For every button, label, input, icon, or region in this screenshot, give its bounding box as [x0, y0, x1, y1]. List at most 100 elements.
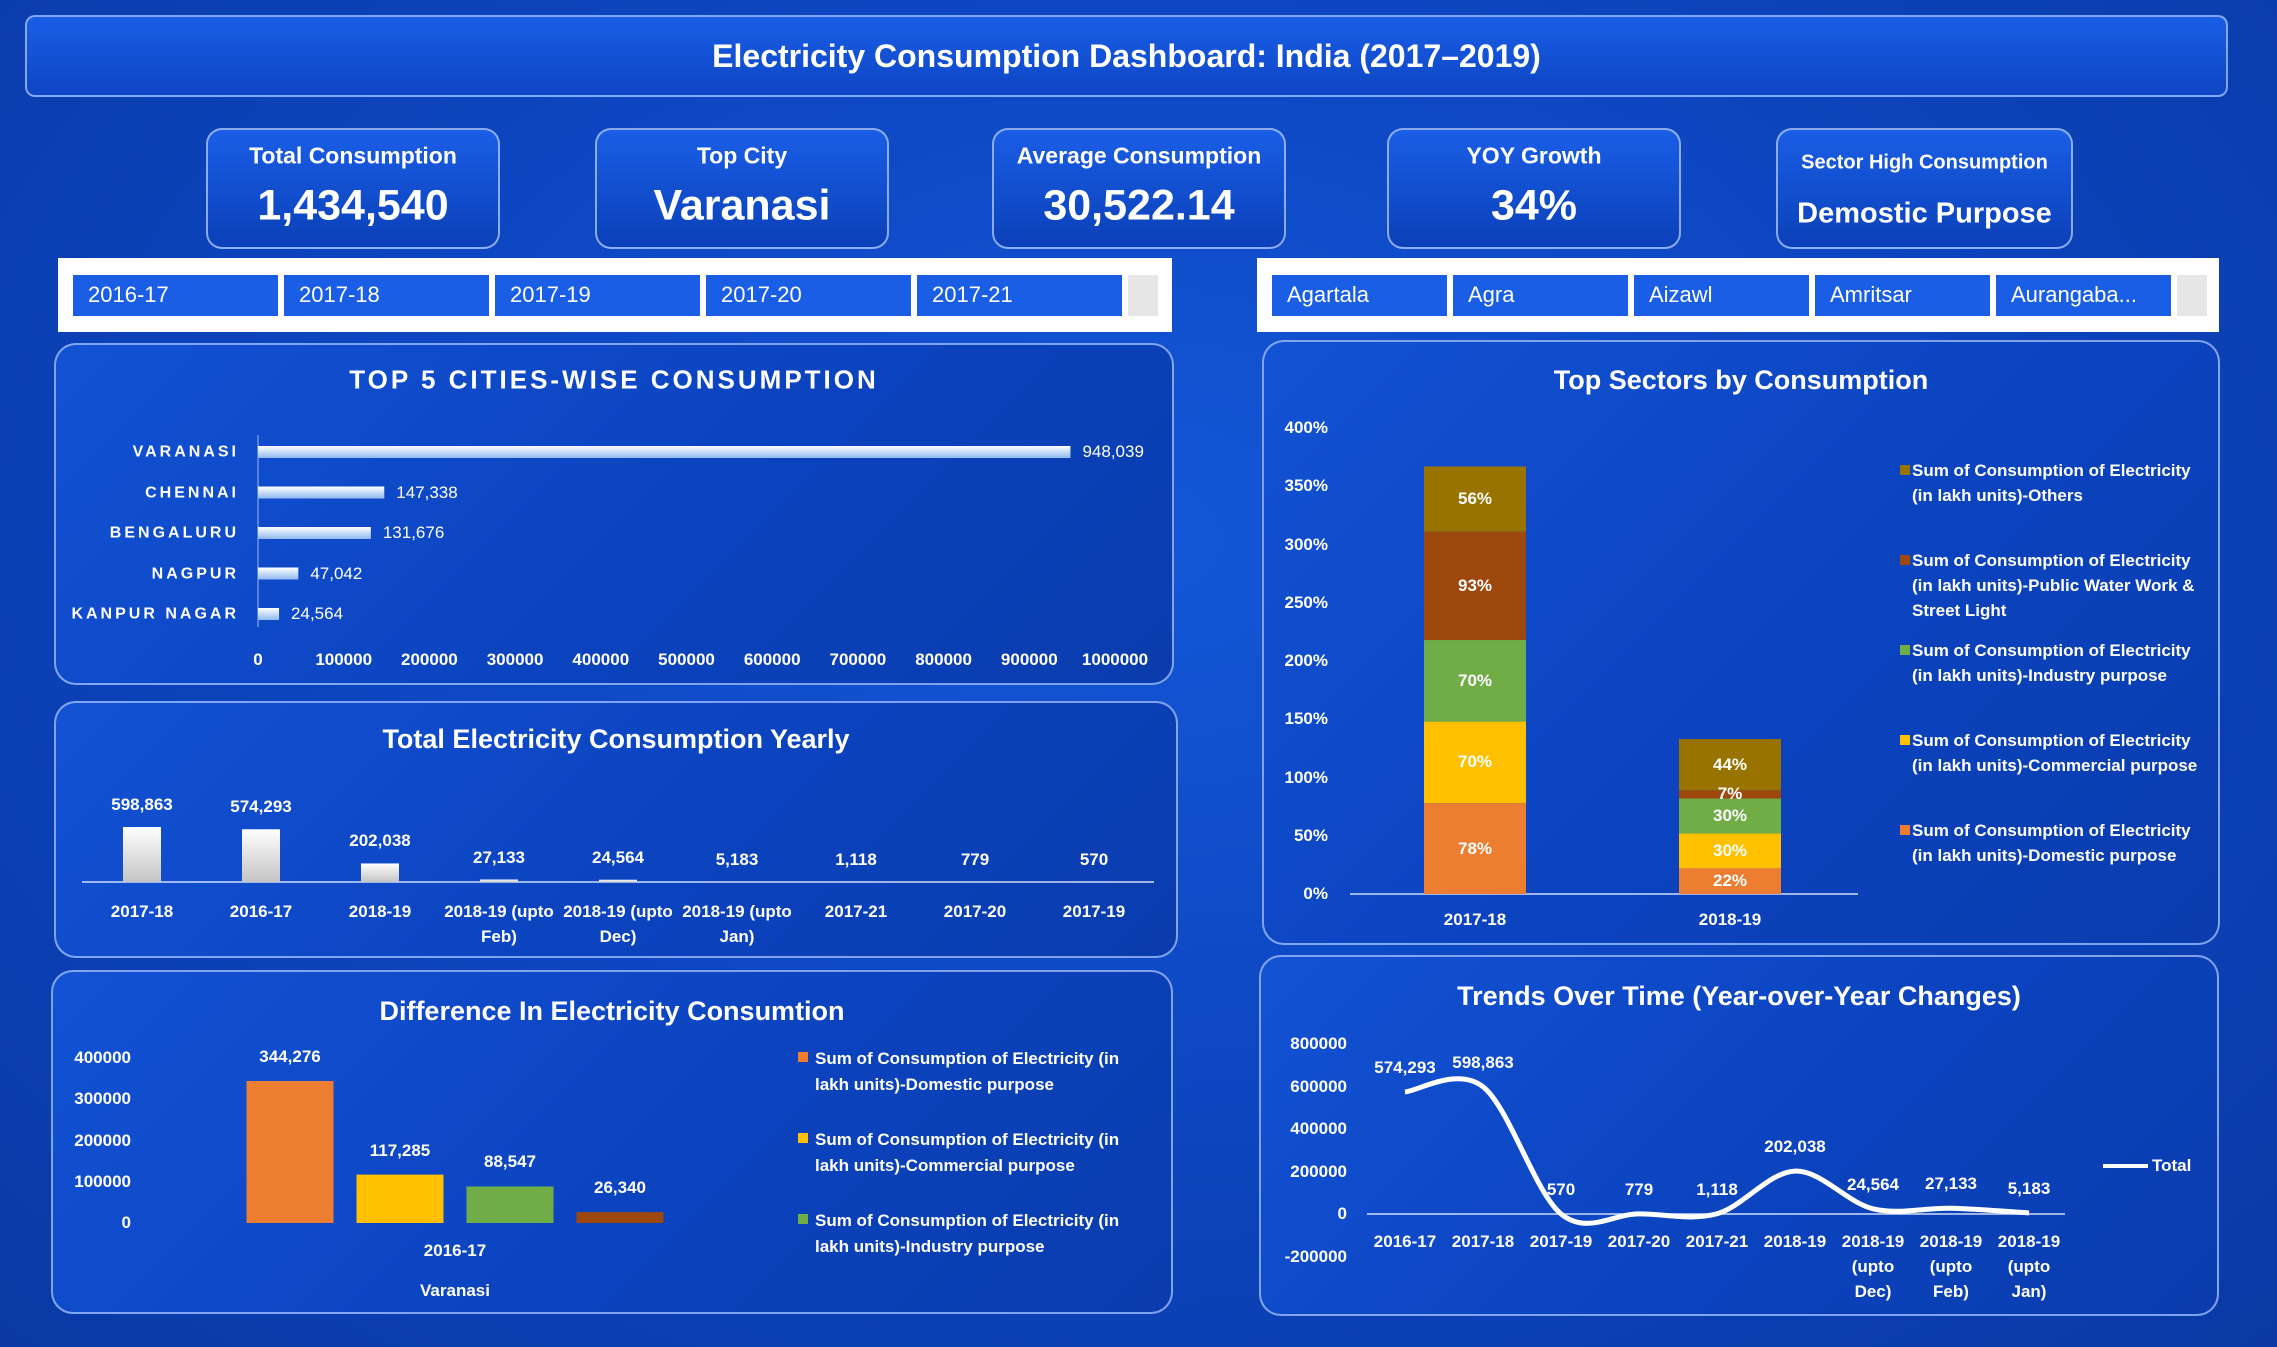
bar — [576, 1212, 664, 1223]
kpi-card: Top City Varanasi — [595, 128, 889, 249]
bar-segment — [1679, 798, 1781, 834]
chart-panel: TOP 5 CITIES-WISE CONSUMPTION 0 100000 2000… — [54, 343, 1174, 685]
city-slicer: Agartala Agra Aizawl Amritsar Aurangaba... — [1257, 258, 2219, 332]
legend-label: Sum of Consumption of Electricity (in la… — [1912, 731, 2198, 775]
chart-title: Top Sectors by Consumption — [1553, 364, 1929, 395]
data-label: 147,338 — [396, 482, 458, 502]
x-tick-label: 800000 — [915, 649, 972, 669]
legend-swatch — [798, 1214, 808, 1224]
legend-swatch — [1900, 825, 1910, 835]
bar-segment — [1424, 466, 1526, 532]
data-label: 24,564 — [592, 847, 644, 867]
bar-segment — [1679, 739, 1781, 791]
chart-title: Trends Over Time (Year-over-Year Changes… — [1457, 980, 2021, 1011]
kpi-card: Total Consumption 1,434,540 — [206, 128, 500, 249]
data-label: 78% — [1457, 838, 1493, 858]
slicer-scroll[interactable] — [2177, 274, 2207, 316]
kpi-value: 30,522.14 — [1043, 181, 1235, 230]
data-label: 131,676 — [382, 522, 445, 542]
y-tick-label: 350% — [1284, 476, 1328, 496]
data-label: 44% — [1712, 754, 1748, 774]
x-tick-label: 2018-19 — [1698, 909, 1762, 929]
y-tick-label: 400000 — [1290, 1118, 1347, 1138]
data-label: 7% — [1717, 784, 1743, 804]
legend-label: Sum of Consumption of Electricity (in la… — [1912, 641, 2191, 685]
chart-title: Total Electricity Consumption Yearly — [382, 723, 850, 754]
x-tick-label: 2017-21 — [824, 902, 888, 921]
legend-swatch — [798, 1052, 808, 1062]
slicer-button[interactable]: Agartala — [1272, 274, 1447, 316]
kpi-label: YOY Growth — [1466, 142, 1602, 169]
slicer-button[interactable]: Agra — [1453, 274, 1628, 316]
data-label: 202,038 — [349, 831, 411, 851]
y-tick-label: KANPUR NAGAR — [71, 605, 239, 623]
y-tick-label: 300% — [1284, 534, 1328, 554]
slicer-button[interactable]: 2017-21 — [917, 274, 1122, 316]
bar — [361, 863, 399, 882]
x-tick-label: 2017-19 — [1529, 1232, 1593, 1251]
chart-title: TOP 5 CITIES-WISE CONSUMPTION — [349, 364, 879, 395]
x-tick-label: 2016-17 — [229, 902, 293, 921]
slicer-button[interactable]: Aurangaba... — [1996, 274, 2171, 316]
data-label: 779 — [1624, 1179, 1654, 1199]
bar-segment — [1424, 531, 1526, 641]
bar-segment — [1679, 833, 1781, 869]
y-tick-label: 300000 — [74, 1089, 131, 1109]
x-tick-label: 300000 — [486, 649, 544, 669]
x-tick-label: 2017-20 — [1607, 1232, 1671, 1251]
data-label: 598,863 — [111, 794, 173, 814]
slicer-button[interactable]: Aizawl — [1634, 274, 1809, 316]
year-slicer: 2016-17 2017-18 2017-19 2017-20 2017-21 — [58, 258, 1172, 332]
bar-segment — [1679, 790, 1781, 799]
chart-panel: Trends Over Time (Year-over-Year Changes… — [1259, 955, 2219, 1316]
y-tick-label: 0% — [1303, 883, 1328, 903]
bar — [258, 527, 371, 539]
bar — [258, 486, 385, 499]
legend-label: Total — [2152, 1155, 2192, 1175]
line — [1404, 1076, 2030, 1226]
bar-segment — [1679, 868, 1781, 894]
kpi-label: Sector High Consumption — [1801, 151, 2048, 174]
bar — [258, 567, 299, 580]
bar — [258, 608, 280, 620]
chart — [257, 435, 1071, 627]
legend-label: Sum of Consumption of Electricity (in la… — [1912, 461, 2191, 505]
x-tick-label: 2018-19 (upto Jan) — [1997, 1232, 2061, 1301]
legend-swatch — [1900, 735, 1910, 745]
data-label: 47,042 — [310, 563, 363, 583]
kpi-label: Average Consumption — [1016, 142, 1262, 169]
chart — [246, 1052, 808, 1224]
bar-segment — [1424, 721, 1526, 804]
data-label: 1,118 — [1696, 1179, 1738, 1199]
dashboard-title: Electricity Consumption Dashboard: India… — [25, 15, 2228, 97]
slicer-scroll[interactable] — [1128, 274, 1158, 316]
y-tick-label: 250% — [1284, 592, 1328, 612]
data-label: 202,038 — [1764, 1136, 1826, 1156]
slicer-button[interactable]: 2016-17 — [73, 274, 278, 316]
bar — [123, 827, 161, 882]
kpi-label: Top City — [696, 142, 788, 169]
bar — [480, 879, 518, 882]
y-tick-label: 400000 — [74, 1047, 131, 1067]
bar — [599, 879, 637, 882]
slicer-button[interactable]: 2017-20 — [706, 274, 911, 316]
data-label: 27,133 — [1925, 1174, 1977, 1194]
chart-panel: Difference In Electricity Consumtion 0 100… — [51, 970, 1173, 1314]
y-tick-label: 200000 — [1290, 1161, 1347, 1181]
slicer-button[interactable]: 2017-19 — [495, 274, 700, 316]
y-tick-label: 400% — [1284, 417, 1328, 437]
x-tick-label: 200000 — [401, 649, 458, 669]
slicer-button[interactable]: 2017-18 — [284, 274, 489, 316]
slicer-button[interactable]: Amritsar — [1815, 274, 1990, 316]
bar-segment — [1424, 803, 1526, 894]
y-tick-label: CHENNAI — [145, 483, 239, 501]
data-label: 30% — [1712, 840, 1748, 860]
y-tick-label: 200000 — [74, 1130, 131, 1150]
legend-swatch — [1900, 645, 1910, 655]
legend-label: Sum of Consumption of Electricity (in la… — [1912, 551, 2195, 620]
data-label: 344,276 — [259, 1046, 321, 1066]
data-label: 574,293 — [1374, 1057, 1436, 1077]
legend-swatch — [798, 1133, 808, 1143]
y-tick-label: BENGALURU — [109, 524, 239, 542]
